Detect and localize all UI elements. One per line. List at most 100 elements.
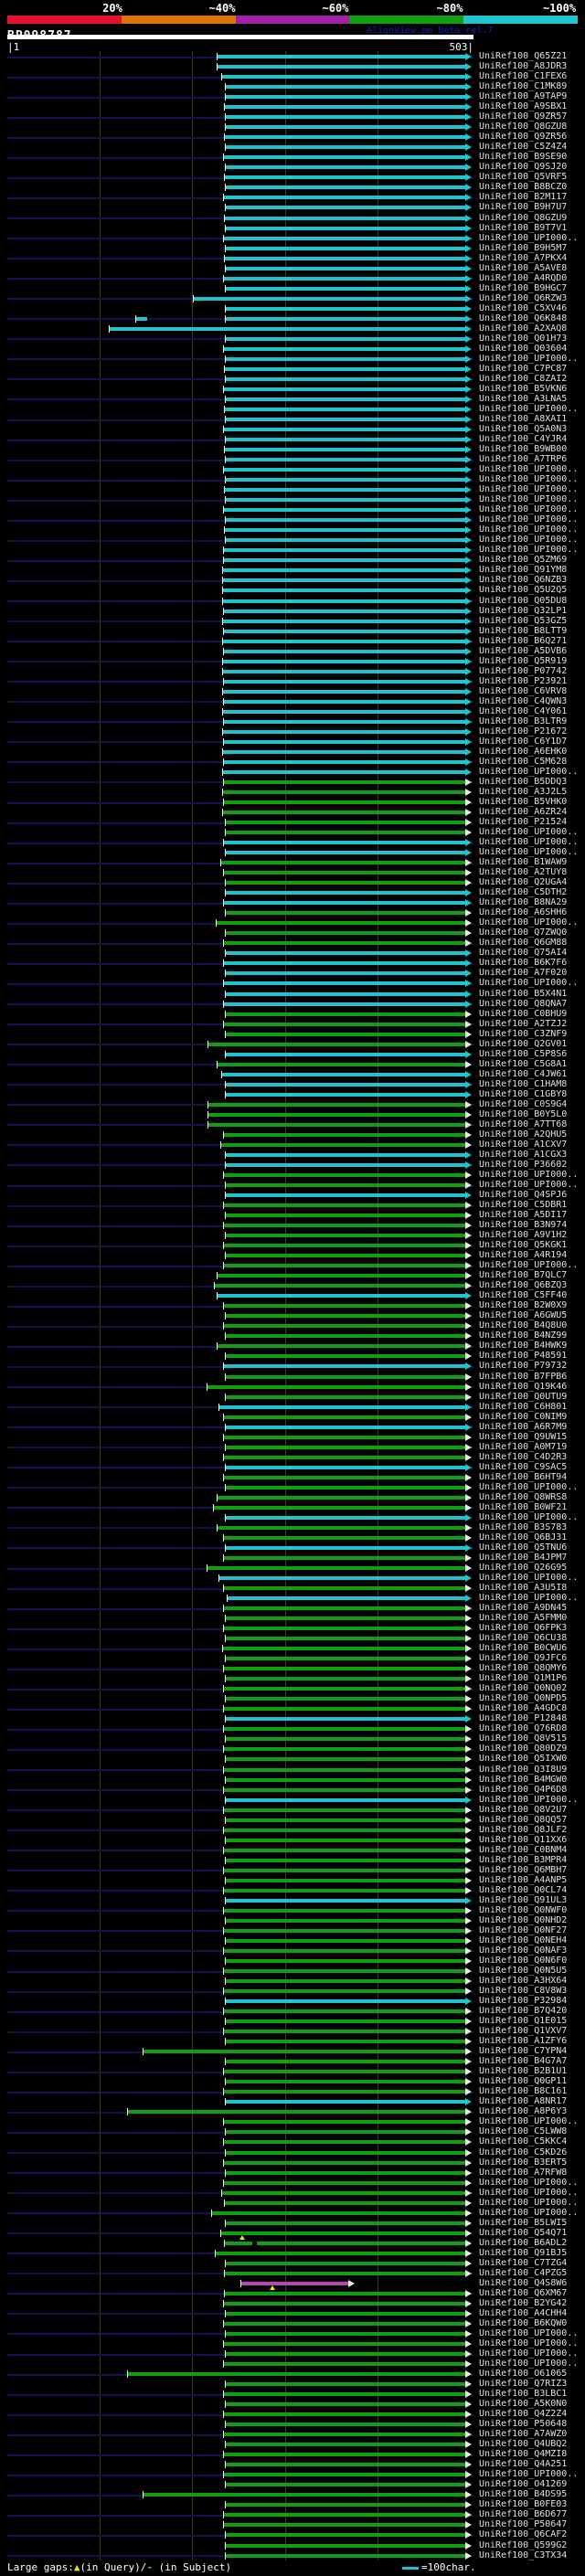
hit-label[interactable]: UniRef100_Q0CL74 — [479, 1884, 568, 1895]
hit-label[interactable]: UniRef100_B6KQW0 — [479, 2317, 568, 2328]
hit-label[interactable]: UniRef100_Q9UW15 — [479, 1431, 568, 1442]
hit-label[interactable]: UniRef100_UPI000.. — [479, 2207, 579, 2218]
hit-label[interactable]: UniRef100_A6R7M9 — [479, 1421, 568, 1432]
hit-label[interactable]: UniRef100_C5KD26 — [479, 2147, 568, 2157]
hit-label[interactable]: UniRef100_Q8V515 — [479, 1733, 568, 1744]
hit-label[interactable]: UniRef100_P23921 — [479, 675, 568, 686]
hit-label[interactable]: UniRef100_C7YPN4 — [479, 2046, 568, 2057]
hit-alignment-bar[interactable] — [211, 2210, 465, 2215]
hit-alignment-bar[interactable] — [223, 629, 465, 633]
hit-alignment-bar[interactable] — [109, 326, 465, 331]
hit-alignment-bar[interactable] — [223, 558, 465, 563]
hit-alignment-bar[interactable] — [223, 609, 465, 613]
hit-alignment-bar[interactable] — [222, 639, 465, 643]
hit-alignment-bar[interactable] — [222, 749, 465, 754]
hit-alignment-bar[interactable] — [222, 588, 465, 593]
hit-label[interactable]: UniRef100_C1GBY8 — [479, 1088, 568, 1099]
hit-alignment-bar[interactable] — [225, 1465, 465, 1469]
hit-label[interactable]: UniRef100_Q0GP11 — [479, 2076, 568, 2087]
hit-label[interactable]: UniRef100_UPI000.. — [479, 1593, 579, 1604]
hit-label[interactable]: UniRef100_B0FE03 — [479, 2499, 568, 2510]
hit-alignment-bar[interactable] — [225, 518, 465, 523]
hit-label[interactable]: UniRef100_C7PC87 — [479, 363, 568, 374]
hit-alignment-bar[interactable] — [241, 2281, 348, 2285]
hit-alignment-bar[interactable] — [225, 115, 465, 120]
hit-alignment-bar[interactable] — [225, 1838, 465, 1842]
hit-alignment-bar[interactable] — [225, 1032, 465, 1036]
hit-label[interactable]: UniRef100_A7TRP6 — [479, 454, 568, 465]
hit-alignment-bar[interactable] — [225, 1052, 465, 1056]
hit-label[interactable]: UniRef100_C0S9G4 — [479, 1098, 568, 1109]
hit-label[interactable]: UniRef100_UPI000.. — [479, 2327, 579, 2338]
hit-label[interactable]: UniRef100_Q91BJ5 — [479, 2247, 568, 2258]
hit-label[interactable]: UniRef100_Q0NQ02 — [479, 1683, 568, 1694]
hit-alignment-bar[interactable] — [223, 779, 465, 784]
hit-alignment-fragment[interactable] — [136, 316, 148, 321]
hit-alignment-bar[interactable] — [223, 1667, 465, 1671]
hit-label[interactable]: UniRef100_UPI000.. — [479, 1794, 579, 1805]
hit-alignment-bar[interactable] — [225, 438, 465, 442]
hit-alignment-bar[interactable] — [225, 1938, 465, 1943]
hit-alignment-bar[interactable] — [223, 1767, 465, 1772]
hit-label[interactable]: UniRef100_Q7RIZ3 — [479, 2379, 568, 2390]
hit-alignment-bar[interactable] — [223, 1787, 465, 1792]
hit-label[interactable]: UniRef100_A2QHU5 — [479, 1129, 568, 1140]
hit-alignment-bar[interactable] — [222, 619, 465, 623]
hit-label[interactable]: UniRef100_B5LWI5 — [479, 2217, 568, 2228]
hit-label[interactable]: UniRef100_B8LTT9 — [479, 625, 568, 636]
hit-alignment-bar[interactable] — [223, 1969, 465, 1974]
hit-alignment-bar[interactable] — [225, 538, 465, 543]
hit-alignment-bar[interactable] — [225, 1677, 465, 1681]
hit-alignment-bar[interactable] — [225, 95, 465, 100]
hit-label[interactable]: UniRef100_C1FEX6 — [479, 71, 568, 82]
hit-label[interactable]: UniRef100_Q4SPJ6 — [479, 1190, 568, 1201]
hit-label[interactable]: UniRef100_B3LTR9 — [479, 716, 568, 726]
hit-alignment-bar[interactable] — [225, 1425, 465, 1429]
hit-alignment-bar[interactable] — [223, 841, 465, 845]
hit-label[interactable]: UniRef100_C8ZAI2 — [479, 373, 568, 384]
hit-alignment-bar[interactable] — [225, 891, 465, 896]
hit-alignment-bar[interactable] — [207, 1384, 465, 1389]
hit-label[interactable]: UniRef100_Q32LP1 — [479, 605, 568, 616]
hit-label[interactable]: UniRef100_B6D677 — [479, 2509, 568, 2520]
hit-label[interactable]: UniRef100_A7AWZ0 — [479, 2429, 568, 2440]
hit-label[interactable]: UniRef100_Q8GZU9 — [479, 212, 568, 223]
hit-label[interactable]: UniRef100_B0WF21 — [479, 1501, 568, 1512]
hit-label[interactable]: UniRef100_B1WAW9 — [479, 857, 568, 868]
hit-label[interactable]: UniRef100_Q26G95 — [479, 1563, 568, 1573]
hit-alignment-bar[interactable] — [222, 568, 465, 573]
hit-alignment-bar[interactable] — [225, 2553, 465, 2558]
hit-alignment-bar[interactable] — [227, 1596, 465, 1601]
hit-alignment-bar[interactable] — [225, 186, 465, 190]
hit-label[interactable]: UniRef100_B6Q271 — [479, 635, 568, 646]
hit-alignment-bar[interactable] — [225, 1374, 465, 1379]
hit-label[interactable]: UniRef100_A4RQD0 — [479, 272, 568, 283]
hit-label[interactable]: UniRef100_A7PKX4 — [479, 252, 568, 263]
hit-label[interactable]: UniRef100_B9HGC7 — [479, 282, 568, 293]
hit-label[interactable]: UniRef100_Q599G2 — [479, 2539, 568, 2550]
hit-label[interactable]: UniRef100_Q19K46 — [479, 1381, 568, 1392]
hit-label[interactable]: UniRef100_Q7ZWQ0 — [479, 928, 568, 938]
hit-alignment-bar[interactable] — [223, 871, 465, 875]
hit-label[interactable]: UniRef100_C4D2R3 — [479, 1451, 568, 1462]
hit-alignment-bar[interactable] — [225, 478, 465, 482]
hit-alignment-bar[interactable] — [207, 1566, 465, 1570]
hit-label[interactable]: UniRef100_Q0N5U5 — [479, 1966, 568, 1977]
hit-label[interactable]: UniRef100_B3S783 — [479, 1521, 568, 1532]
hit-label[interactable]: UniRef100_C5DTH2 — [479, 887, 568, 898]
hit-alignment-bar[interactable] — [224, 448, 465, 452]
hit-alignment-bar[interactable] — [223, 276, 465, 281]
hit-label[interactable]: UniRef100_C5XV46 — [479, 302, 568, 313]
hit-alignment-bar[interactable] — [223, 2513, 465, 2518]
hit-alignment-bar[interactable] — [223, 2453, 465, 2457]
hit-label[interactable]: UniRef100_A5DI17 — [479, 1210, 568, 1221]
hit-alignment-bar[interactable] — [225, 2331, 465, 2336]
hit-alignment-bar[interactable] — [222, 599, 465, 603]
hit-alignment-bar[interactable] — [223, 699, 465, 704]
hit-label[interactable]: UniRef100_C7TZG4 — [479, 2257, 568, 2268]
hit-label[interactable]: UniRef100_UPI000.. — [479, 353, 579, 364]
hit-label[interactable]: UniRef100_C4QWN3 — [479, 695, 568, 706]
hit-label[interactable]: UniRef100_A1ZFY6 — [479, 2036, 568, 2047]
hit-alignment-bar[interactable] — [218, 1576, 465, 1581]
hit-label[interactable]: UniRef100_Q6RZW3 — [479, 292, 568, 303]
